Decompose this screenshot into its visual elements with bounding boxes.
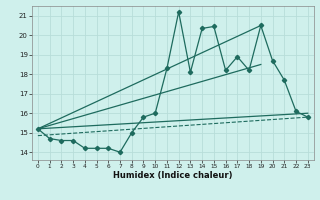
X-axis label: Humidex (Indice chaleur): Humidex (Indice chaleur) [113,171,233,180]
